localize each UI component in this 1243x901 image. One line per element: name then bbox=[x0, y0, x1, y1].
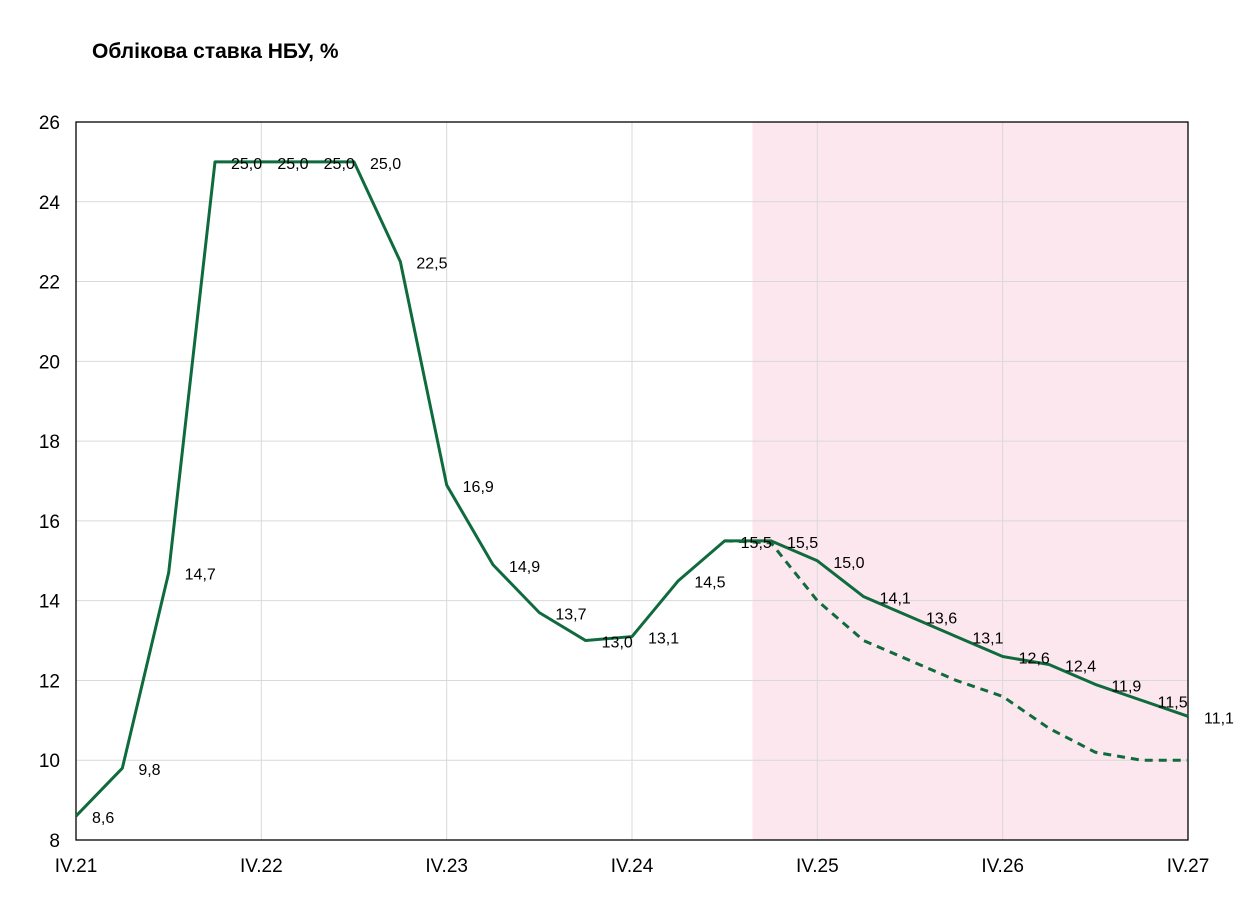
x-tick-label: IV.24 bbox=[611, 856, 654, 877]
data-label: 9,8 bbox=[138, 762, 160, 779]
data-label: 15,5 bbox=[741, 535, 772, 552]
series-group bbox=[74, 160, 1189, 818]
data-label: 22,5 bbox=[416, 256, 447, 273]
y-tick-label: 8 bbox=[49, 831, 60, 852]
x-tick-label: IV.22 bbox=[240, 856, 283, 877]
y-tick-label: 22 bbox=[39, 273, 60, 294]
data-label: 14,9 bbox=[509, 559, 540, 576]
data-label: 11,9 bbox=[1111, 678, 1141, 695]
forecast-region bbox=[752, 122, 1188, 840]
y-tick-label: 20 bbox=[39, 352, 60, 373]
y-tick-label: 12 bbox=[39, 671, 60, 692]
y-tick-label: 24 bbox=[39, 193, 61, 214]
chart-title: Облікова ставка НБУ, % bbox=[92, 40, 339, 63]
x-tick-label: IV.26 bbox=[981, 856, 1024, 877]
data-label: 13,1 bbox=[972, 631, 1003, 648]
x-tick-label: IV.23 bbox=[425, 856, 468, 877]
data-label: 13,0 bbox=[602, 635, 633, 652]
data-label: 12,6 bbox=[1019, 651, 1050, 668]
y-tick-label: 14 bbox=[39, 592, 61, 613]
data-label: 25,0 bbox=[370, 156, 401, 173]
x-tick-label: IV.27 bbox=[1167, 856, 1210, 877]
data-label: 11,1 bbox=[1204, 710, 1234, 727]
data-label: 25,0 bbox=[231, 156, 262, 173]
data-label: 25,0 bbox=[277, 156, 308, 173]
series-line bbox=[74, 160, 1189, 818]
y-tick-label: 18 bbox=[39, 432, 60, 453]
data-labels: 8,6 9,8 14,7 25,0 25,0 25,0 25,0 22,5 16,9 14,9 13… bbox=[92, 156, 1234, 827]
y-axis: 8 10 12 14 16 18 20 22 24 26 bbox=[39, 113, 61, 852]
data-label: 14,5 bbox=[694, 575, 725, 592]
data-label: 25,0 bbox=[324, 156, 355, 173]
data-label: 13,7 bbox=[555, 607, 586, 624]
data-label: 12,4 bbox=[1065, 658, 1096, 675]
data-label: 15,0 bbox=[833, 555, 864, 572]
data-label: 8,6 bbox=[92, 810, 114, 827]
x-tick-label: IV.25 bbox=[796, 856, 839, 877]
data-label: 15,5 bbox=[787, 535, 818, 552]
y-tick-label: 10 bbox=[39, 751, 60, 772]
x-axis: IV.21 IV.22 IV.23 IV.24 IV.25 IV.26 IV.27 bbox=[55, 856, 1210, 877]
y-tick-label: 16 bbox=[39, 512, 60, 533]
data-label: 14,7 bbox=[185, 567, 216, 584]
data-label: 16,9 bbox=[463, 479, 494, 496]
plot-frame bbox=[75, 121, 1189, 841]
data-label: 14,1 bbox=[880, 591, 911, 608]
data-label: 11,5 bbox=[1158, 694, 1188, 711]
data-label: 13,6 bbox=[926, 611, 957, 628]
data-label: 13,1 bbox=[648, 631, 679, 648]
x-tick-label: IV.21 bbox=[55, 856, 98, 877]
y-tick-label: 26 bbox=[39, 113, 60, 134]
series-line-dashed bbox=[724, 539, 1188, 762]
